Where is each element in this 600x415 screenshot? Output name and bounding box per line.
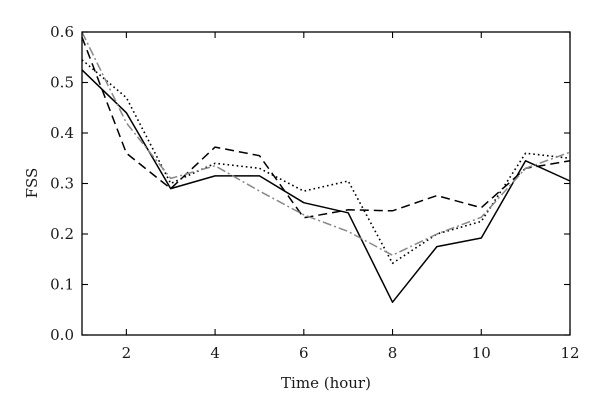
x-tick-label: 8 <box>388 344 398 362</box>
axis-ticks <box>82 31 571 336</box>
series-lines <box>81 31 571 303</box>
x-axis-title: Time (hour) <box>281 374 371 392</box>
x-tick-label: 4 <box>210 344 220 362</box>
y-tick-label: 0.2 <box>50 225 74 243</box>
x-tick-label: 10 <box>472 344 491 362</box>
x-tick-label: 2 <box>122 344 132 362</box>
y-tick-label: 0.6 <box>50 23 74 41</box>
plot-frame <box>81 31 571 336</box>
x-tick-label: 12 <box>560 344 579 362</box>
y-tick-label: 0.3 <box>50 175 74 193</box>
y-tick-label: 0.5 <box>50 74 74 92</box>
series-line-2-dashed <box>81 36 571 219</box>
y-tick-label: 0.4 <box>50 124 74 142</box>
y-axis-title: FSS <box>23 168 41 199</box>
series-line-4-dashdot <box>81 31 571 256</box>
tick-labels: 2 4 6 8 10 12 0.0 0.1 0.2 0.3 0.4 0.5 0.6 <box>50 23 579 362</box>
x-tick-label: 6 <box>299 344 309 362</box>
series-line-1-solid <box>81 69 571 303</box>
y-tick-label: 0.0 <box>50 326 74 344</box>
y-tick-label: 0.1 <box>50 276 74 294</box>
